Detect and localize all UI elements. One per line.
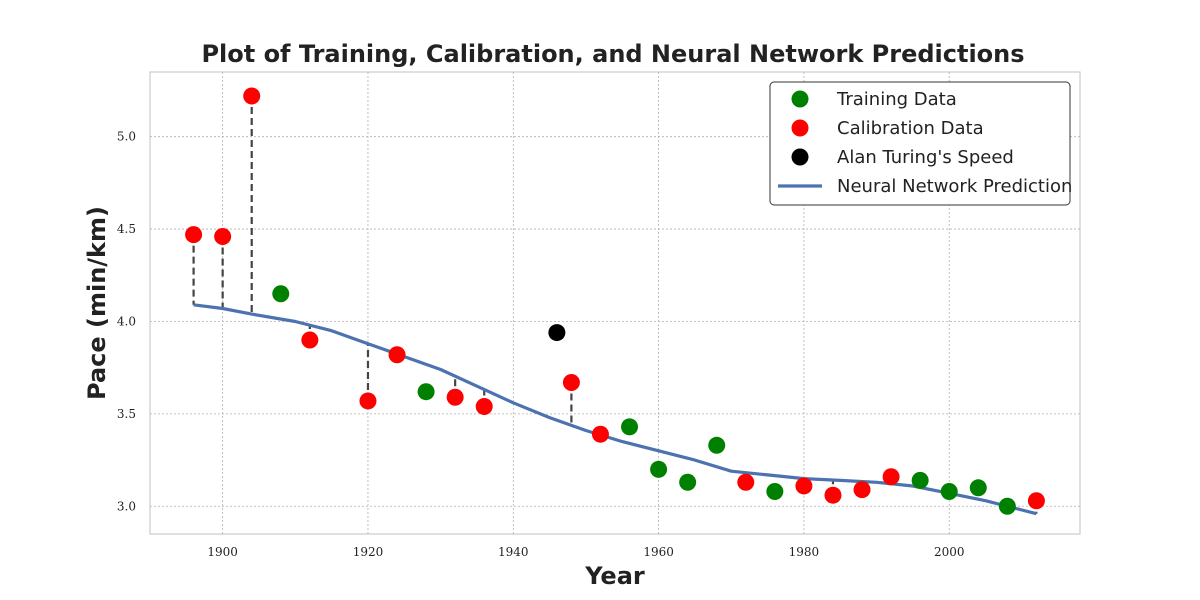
training-point	[998, 497, 1016, 515]
data-points	[185, 87, 1045, 515]
legend-training-marker	[791, 90, 809, 108]
calibration-point	[446, 388, 464, 406]
calibration-point	[214, 227, 232, 245]
y-tick-label: 5.0	[117, 130, 136, 144]
calibration-point	[388, 346, 406, 364]
training-point	[911, 471, 929, 489]
grid	[150, 72, 1080, 534]
y-tick-label: 4.0	[117, 314, 136, 328]
calibration-point	[359, 392, 377, 410]
legend-calibration-label: Calibration Data	[837, 118, 984, 139]
x-tick-label: 1900	[207, 545, 238, 559]
calibration-point	[185, 226, 203, 244]
calibration-point	[562, 373, 580, 391]
x-axis-label: Year	[584, 562, 645, 590]
legend-turing-label: Alan Turing's Speed	[837, 147, 1014, 168]
legend-items: Training Data Calibration Data Alan Turing…	[778, 89, 1072, 197]
x-tick-label: 1920	[353, 545, 384, 559]
y-tick-label: 3.0	[117, 499, 136, 513]
calibration-point	[853, 481, 871, 499]
legend: Training Data Calibration Data Alan Turing…	[769, 81, 1072, 206]
prediction-line-group	[193, 303, 1037, 516]
turing-point	[548, 324, 566, 342]
training-point	[708, 436, 726, 454]
calibration-point	[591, 425, 609, 443]
x-tick-label: 1940	[498, 545, 529, 559]
y-tick-label: 3.5	[117, 407, 136, 421]
training-point	[650, 460, 668, 478]
ticks: 1900 1920 1940 1960 1980 2000 3.0 3.5 4.0 4.5 5.0	[117, 130, 965, 559]
y-tick-label: 4.5	[117, 222, 136, 236]
x-tick-label: 2000	[934, 545, 965, 559]
x-tick-label: 1960	[643, 545, 674, 559]
training-point	[766, 482, 784, 500]
calibration-point	[1027, 492, 1045, 510]
calibration-point	[243, 87, 261, 105]
y-axis-label: Pace (min/km)	[83, 206, 111, 400]
legend-prediction-label: Neural Network Prediction	[837, 176, 1072, 197]
training-point	[417, 383, 435, 401]
calibration-point	[475, 397, 493, 415]
training-point	[679, 473, 697, 491]
training-point	[969, 479, 987, 497]
x-tick-label: 1980	[789, 545, 820, 559]
chart-title: Plot of Training, Calibration, and Neura…	[201, 40, 1024, 68]
calibration-point	[737, 473, 755, 491]
legend-box	[769, 81, 1071, 206]
training-point	[940, 482, 958, 500]
prediction-line	[193, 303, 1037, 516]
calibration-point	[824, 486, 842, 504]
calibration-point	[301, 331, 319, 349]
training-point	[621, 418, 639, 436]
calibration-point	[795, 477, 813, 495]
legend-calibration-marker	[791, 119, 809, 137]
legend-training-label: Training Data	[836, 89, 957, 110]
legend-turing-marker	[791, 148, 809, 166]
training-point	[272, 285, 290, 303]
calibration-point	[882, 468, 900, 486]
